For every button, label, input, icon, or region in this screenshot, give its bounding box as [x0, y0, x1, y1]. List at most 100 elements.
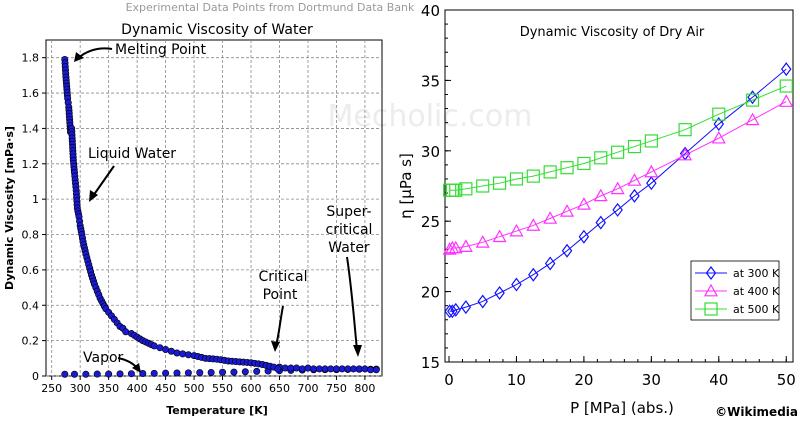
water-y-tick-0.2: 0.2	[22, 335, 40, 348]
series-point-at-300-k	[629, 188, 640, 203]
air-y-tick-35: 35	[421, 72, 440, 90]
vapor-point	[207, 368, 215, 376]
series-point-at-300-k	[646, 176, 657, 191]
series-point-at-300-k	[713, 117, 725, 132]
series-point-at-500-k	[745, 93, 760, 107]
annotation-critical-word-label: critical	[326, 222, 373, 238]
series-point-at-400-k	[560, 204, 575, 217]
water-y-tick-0.6: 0.6	[22, 264, 40, 277]
series-point-at-300-k	[747, 90, 758, 105]
vapor-point	[82, 370, 90, 378]
vapor-point	[241, 368, 249, 376]
series-point-at-500-k	[678, 123, 692, 137]
air-legend: at 300 K at 400 K at 500 K	[690, 260, 780, 321]
series-point-at-400-k	[610, 181, 625, 195]
series-point-at-300-k	[511, 277, 522, 292]
water-y-axis-label: Dynamic Viscosity [mPa·s]	[3, 126, 16, 290]
series-point-at-300-k	[444, 304, 455, 319]
legend-marker-at-400-k	[703, 283, 719, 297]
water-x-axis-label: Temperature [K]	[166, 404, 268, 417]
vapor-point	[116, 370, 124, 378]
legend-label-at-300-k: at 300 K	[733, 267, 780, 280]
series-point-at-500-k	[644, 134, 658, 148]
liquid-point	[179, 350, 187, 358]
series-point-at-300-k	[612, 202, 623, 217]
water-y-ticks: 0 0.2 0.4 0.6 0.8 1 1.2 1.4 1.6 1.8	[22, 52, 46, 383]
series-point-at-500-k	[526, 169, 540, 183]
series-point-at-500-k	[577, 156, 591, 171]
series-line-at-300-k	[449, 68, 787, 312]
series-point-at-300-k	[460, 300, 472, 315]
air-y-tick-25: 25	[421, 213, 440, 231]
supercritical-point	[298, 365, 306, 373]
series-point-at-500-k	[543, 165, 557, 179]
annotation-supercritical-water: Super- critical Water	[326, 204, 373, 357]
series-point-at-500-k	[492, 176, 507, 190]
liquid-point	[184, 351, 192, 359]
series-point-at-400-k	[576, 197, 591, 210]
liquid-point	[274, 365, 282, 373]
series-point-at-400-k	[458, 239, 473, 252]
series-line-at-500-k	[449, 85, 787, 191]
vapor-point	[173, 369, 181, 377]
water-y-tick-0.8: 0.8	[22, 229, 40, 242]
air-series	[442, 62, 794, 319]
vapor-point	[196, 369, 204, 377]
water-x-tick-650: 650	[269, 382, 290, 395]
air-x-tick-20: 20	[574, 371, 593, 389]
series-point-at-400-k	[509, 223, 524, 237]
water-x-tick-600: 600	[241, 382, 262, 395]
annotation-vapor: Vapor	[83, 350, 141, 373]
series-point-at-400-k	[448, 240, 463, 254]
vapor-point	[150, 369, 158, 377]
air-x-tick-40: 40	[709, 371, 728, 389]
water-x-tick-350: 350	[98, 382, 119, 395]
header-caption: Experimental Data Points from Dortmund D…	[126, 1, 415, 14]
series-point-at-300-k	[781, 62, 792, 77]
series-point-at-400-k	[745, 112, 760, 126]
annotation-melting-point: Melting Point	[74, 42, 206, 62]
series-point-at-400-k	[627, 173, 642, 186]
air-x-tick-10: 10	[507, 371, 526, 389]
series-point-at-400-k	[442, 242, 457, 255]
vapor-point	[93, 370, 101, 378]
series-point-at-400-k	[526, 218, 541, 231]
vapor-point	[105, 370, 113, 378]
air-x-ticks: 0 10 20 30 40 50	[444, 356, 796, 389]
series-point-at-400-k	[593, 188, 608, 202]
series-point-at-500-k	[449, 183, 463, 197]
supercritical-point	[372, 366, 380, 374]
series-point-at-500-k	[611, 145, 625, 159]
air-x-tick-30: 30	[642, 371, 661, 389]
water-y-tick-0.4: 0.4	[22, 299, 40, 312]
vapor-point	[139, 370, 147, 378]
vapor-point	[127, 370, 135, 378]
series-point-at-300-k	[528, 267, 539, 282]
series-point-at-400-k	[644, 164, 659, 178]
annotation-critical-point: Critical Point	[259, 269, 307, 352]
series-point-at-500-k	[712, 107, 726, 121]
supercritical-point	[293, 364, 301, 372]
air-x-tick-50: 50	[777, 371, 796, 389]
air-y-tick-40: 40	[421, 2, 440, 20]
vapor-point	[219, 368, 227, 376]
legend-marker-at-500-k	[704, 302, 718, 316]
series-point-at-400-k	[475, 235, 490, 248]
vapor-point	[230, 368, 238, 376]
air-viscosity-chart: 0 10 20 30 40 50 15 20 25 30 35 40 Dynamic Viscosi…	[397, 2, 796, 417]
series-point-at-500-k	[459, 182, 473, 196]
series-point-at-500-k	[594, 151, 608, 165]
vapor-point	[253, 367, 261, 375]
air-y-tick-20: 20	[421, 284, 440, 302]
water-chart-title: Dynamic Viscosity of Water	[121, 22, 313, 38]
air-y-tick-15: 15	[421, 354, 440, 372]
air-plot-frame	[444, 9, 794, 363]
legend-marker-at-300-k	[705, 266, 717, 280]
series-point-at-500-k	[509, 172, 524, 186]
water-y-tick-1.8: 1.8	[22, 52, 40, 65]
water-data-points	[61, 55, 380, 378]
series-point-at-400-k	[678, 147, 693, 161]
series-point-at-400-k	[711, 130, 726, 144]
series-point-at-300-k	[450, 302, 461, 317]
